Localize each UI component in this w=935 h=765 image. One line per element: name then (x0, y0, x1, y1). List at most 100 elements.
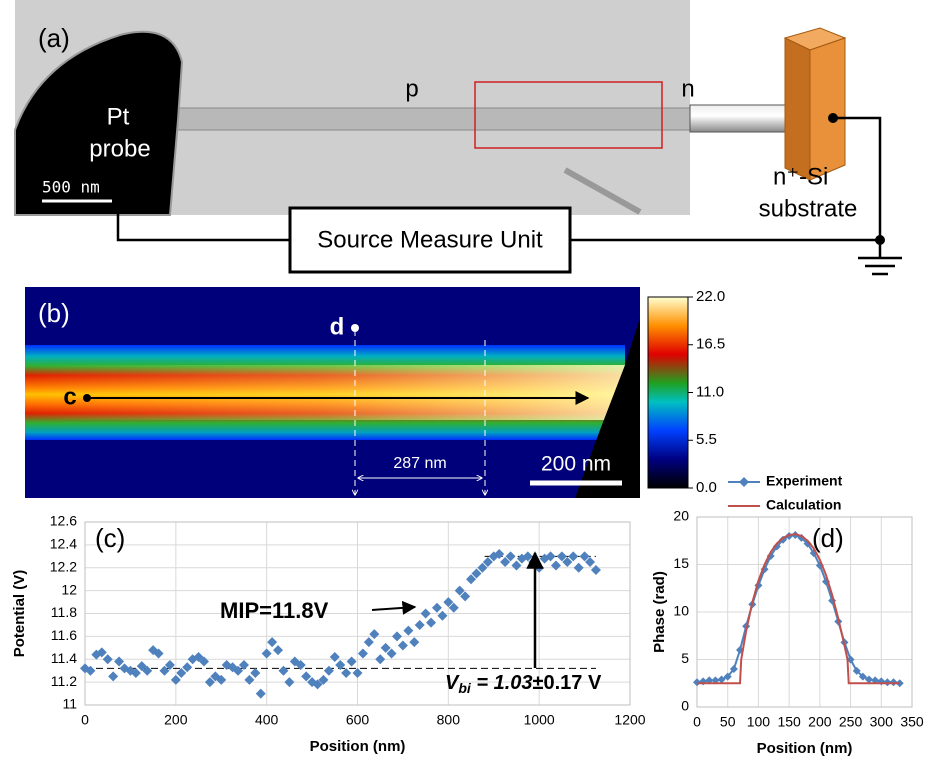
data-point (443, 597, 454, 608)
data-point (460, 591, 471, 602)
data-point (216, 674, 227, 685)
data-point (437, 610, 448, 621)
region-box (474, 81, 663, 149)
panel-a: (a) Pt probe 500 nm p n n⁺-Si substrate … (14, 0, 902, 276)
series-line (696, 534, 900, 685)
data-point (386, 648, 397, 659)
vbi-part: ±0.17 V (533, 672, 602, 694)
data-point (409, 637, 420, 648)
x-axis-label: Position (nm) (757, 740, 853, 757)
data-point (729, 665, 738, 673)
x-tick-label: 400 (255, 712, 279, 728)
data-point (573, 562, 584, 573)
vbi-part: V (445, 672, 460, 694)
data-point (176, 667, 187, 678)
data-point (130, 667, 141, 678)
x-tick-label: 250 (839, 714, 863, 730)
y-tick-label: 12.2 (50, 558, 77, 574)
data-point (261, 648, 272, 659)
y-tick-label: 0 (681, 698, 689, 714)
data-point (448, 602, 459, 613)
colorbar-label: 5.5 (696, 431, 717, 448)
data-point (159, 665, 170, 676)
data-point (278, 665, 289, 676)
data-point (477, 562, 488, 573)
substrate-label: substrate (759, 195, 858, 222)
panel-label: (c) (95, 523, 125, 553)
n-label: n (681, 75, 694, 102)
data-point (255, 688, 266, 699)
point-label: d (330, 313, 345, 340)
data-point (420, 608, 431, 619)
nanowire (171, 107, 701, 131)
data-point (471, 568, 482, 579)
data-point (511, 560, 522, 571)
y-tick-label: 12.4 (50, 536, 77, 552)
data-point (193, 651, 204, 662)
data-point (431, 602, 442, 613)
ground (858, 240, 902, 276)
data-point (238, 659, 249, 670)
panel-label: (a) (38, 23, 70, 53)
data-point (363, 637, 374, 648)
data-point (335, 659, 346, 670)
data-point (369, 629, 380, 640)
data-point (426, 617, 437, 628)
probe-label: Pt (107, 103, 130, 130)
annotation: MIP=11.8V (220, 598, 329, 623)
vbi-part: = 1.03 (471, 672, 533, 694)
y-tick-label: 11 (62, 696, 77, 712)
data-point (312, 679, 323, 690)
distance-label: 287 nm (393, 455, 446, 472)
x-tick-label: 150 (777, 714, 801, 730)
data-point (414, 619, 425, 630)
data-point (114, 656, 125, 667)
data-point (562, 557, 573, 568)
data-point (466, 574, 477, 585)
y-tick-label: 11.8 (51, 604, 77, 620)
scale-label: 200 nm (541, 453, 611, 476)
data-point (590, 565, 601, 576)
data-point (153, 648, 164, 659)
colorbar-label: 0.0 (696, 479, 717, 496)
substrate-side (784, 37, 811, 181)
data-point (341, 667, 352, 678)
pt-probe (14, 30, 184, 216)
data-point (723, 672, 732, 681)
data-point (108, 671, 119, 682)
panel-label: (d) (812, 523, 844, 553)
y-tick-label: 10 (673, 603, 689, 619)
probe-label: probe (89, 135, 150, 162)
plot-frame (696, 516, 913, 708)
x-tick-label: 200 (808, 714, 832, 730)
data-point (346, 656, 357, 667)
data-point (233, 665, 244, 676)
data-point (323, 665, 334, 676)
substrate-label: n⁺-Si (773, 163, 828, 190)
stray-wire (563, 167, 642, 215)
colorbar-label: 22.0 (696, 288, 725, 305)
data-point (505, 551, 516, 562)
data-point (858, 672, 867, 681)
data-point (301, 671, 312, 682)
data-point (204, 677, 215, 688)
y-axis-label: Potential (V) (11, 570, 28, 658)
x-tick-label: 600 (346, 712, 370, 728)
y-axis-label: Phase (rad) (651, 571, 668, 653)
data-point (102, 654, 113, 665)
x-tick-label: 300 (870, 714, 894, 730)
data-point (267, 637, 278, 648)
substrate-front (809, 37, 846, 181)
data-point (852, 666, 861, 675)
instrument-label: Source Measure Unit (317, 226, 543, 253)
y-tick-label: 5 (681, 650, 689, 666)
x-tick-label: 0 (81, 712, 89, 728)
data-point (357, 648, 368, 659)
series-line (697, 533, 900, 685)
p-label: p (405, 75, 418, 102)
y-tick-label: 11.4 (51, 650, 77, 666)
heatmap-glow (25, 365, 625, 420)
colorbar-label: 16.5 (696, 336, 725, 353)
data-point (182, 662, 193, 673)
data-point (772, 542, 781, 551)
